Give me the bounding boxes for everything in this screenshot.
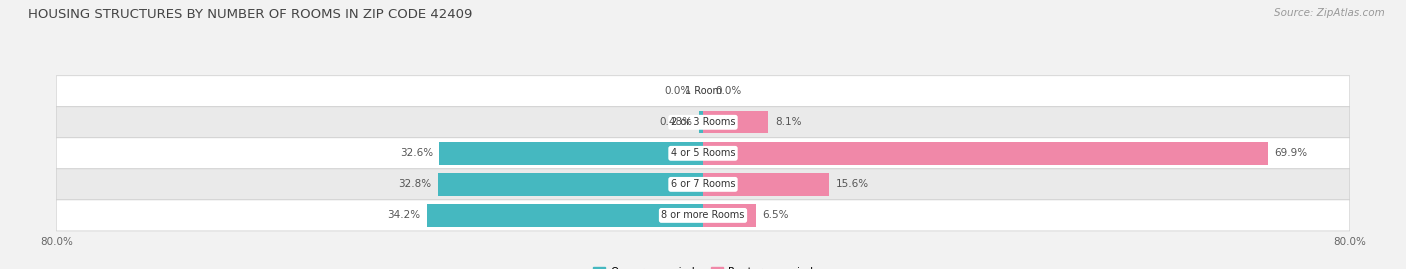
Text: 1 Room: 1 Room [685, 86, 721, 96]
Bar [437, 173, 703, 196]
Text: 0.48%: 0.48% [659, 117, 693, 127]
Text: 8.1%: 8.1% [775, 117, 801, 127]
Bar [426, 204, 703, 226]
Text: Source: ZipAtlas.com: Source: ZipAtlas.com [1274, 8, 1385, 18]
FancyBboxPatch shape [56, 138, 1350, 169]
Text: 34.2%: 34.2% [387, 210, 420, 220]
Bar [703, 111, 769, 133]
Bar [703, 173, 830, 196]
Text: 15.6%: 15.6% [835, 179, 869, 189]
Text: HOUSING STRUCTURES BY NUMBER OF ROOMS IN ZIP CODE 42409: HOUSING STRUCTURES BY NUMBER OF ROOMS IN… [28, 8, 472, 21]
FancyBboxPatch shape [56, 76, 1350, 107]
Bar [703, 204, 755, 226]
Bar [703, 142, 1268, 165]
Text: 6.5%: 6.5% [762, 210, 789, 220]
Text: 69.9%: 69.9% [1275, 148, 1308, 158]
Text: 2 or 3 Rooms: 2 or 3 Rooms [671, 117, 735, 127]
Bar [440, 142, 703, 165]
Bar [699, 111, 703, 133]
Text: 8 or more Rooms: 8 or more Rooms [661, 210, 745, 220]
FancyBboxPatch shape [56, 169, 1350, 200]
FancyBboxPatch shape [56, 200, 1350, 231]
FancyBboxPatch shape [56, 107, 1350, 138]
Text: 4 or 5 Rooms: 4 or 5 Rooms [671, 148, 735, 158]
Legend: Owner-occupied, Renter-occupied: Owner-occupied, Renter-occupied [589, 263, 817, 269]
Text: 32.8%: 32.8% [398, 179, 432, 189]
Text: 32.6%: 32.6% [399, 148, 433, 158]
Text: 0.0%: 0.0% [665, 86, 690, 96]
Text: 6 or 7 Rooms: 6 or 7 Rooms [671, 179, 735, 189]
Text: 0.0%: 0.0% [716, 86, 741, 96]
